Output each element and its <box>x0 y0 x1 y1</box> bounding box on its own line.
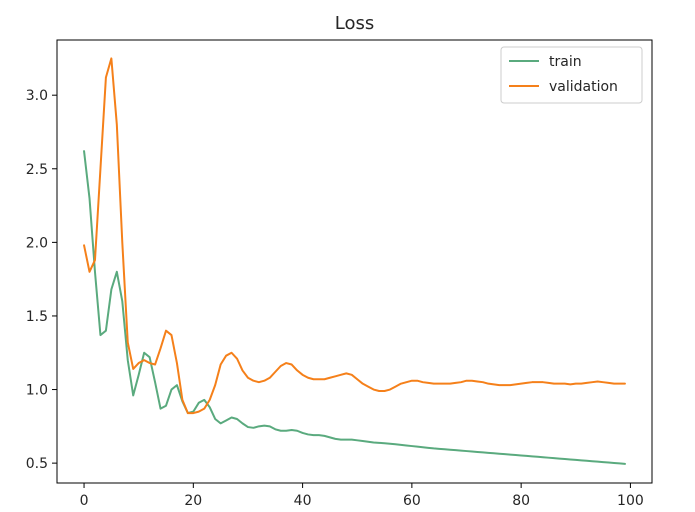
series-line-validation <box>83 57 626 415</box>
y-tick-label: 1.0 <box>26 383 48 399</box>
x-tick-label: 60 <box>403 493 421 509</box>
y-tick-label: 2.0 <box>26 235 48 251</box>
y-tick-label: 0.5 <box>26 456 48 472</box>
x-tick-label: 40 <box>294 493 312 509</box>
series-line-train <box>83 150 626 465</box>
ticks-layer: 0 20 40 60 80 100 0.5 1.0 1.5 2.0 2.5 3.0 <box>26 88 644 509</box>
x-tick-label: 0 <box>80 493 89 509</box>
series-layer <box>83 57 626 465</box>
plot-frame <box>56 39 653 484</box>
legend-label-validation: validation <box>549 79 618 95</box>
x-tick-label: 80 <box>512 493 530 509</box>
y-tick-label: 1.5 <box>26 309 48 325</box>
y-tick-label: 3.0 <box>26 88 48 104</box>
x-tick-label: 100 <box>617 493 644 509</box>
legend-label-train: train <box>549 54 582 70</box>
x-tick-label: 20 <box>184 493 202 509</box>
y-tick-label: 2.5 <box>26 162 48 178</box>
legend: train validation <box>500 46 643 104</box>
axes-background <box>56 39 653 484</box>
chart-title: Loss <box>335 13 374 34</box>
